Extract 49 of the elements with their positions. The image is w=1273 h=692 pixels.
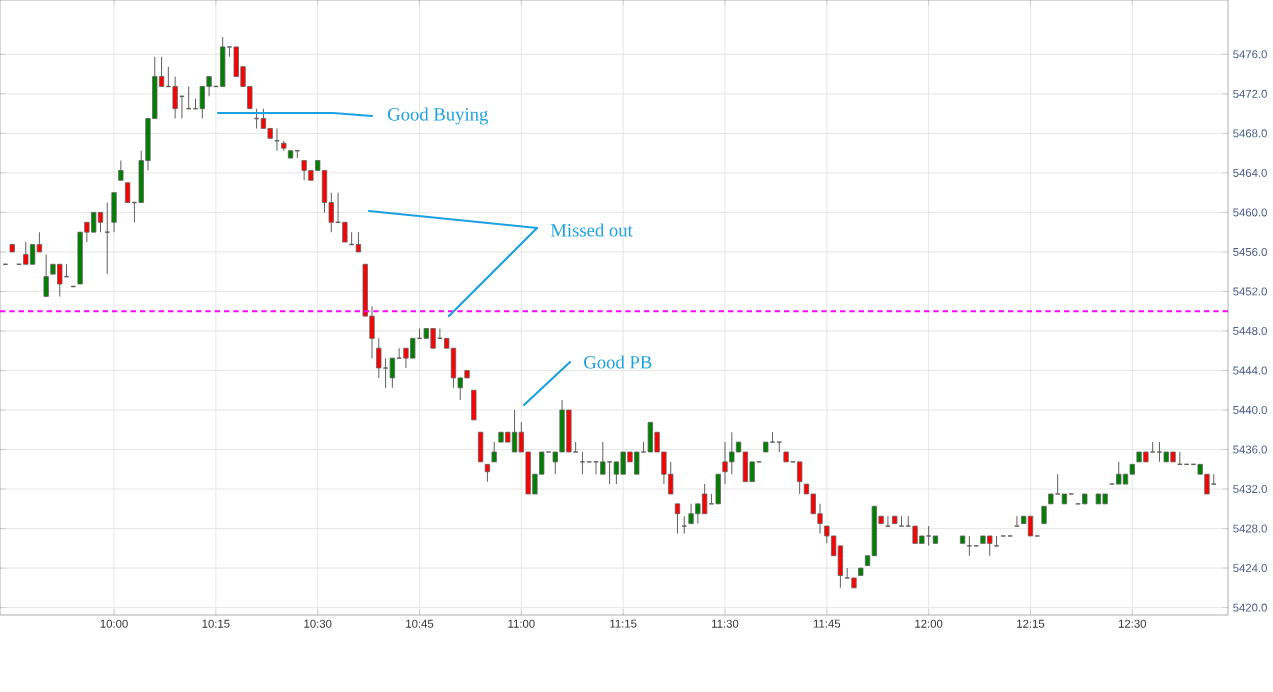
candlestick xyxy=(43,253,49,297)
candlestick xyxy=(993,535,1000,547)
y-tick-label: 5460.0 xyxy=(1233,208,1267,217)
y-tick-label: 5448.0 xyxy=(1233,326,1267,335)
y-tick-label: 5476.0 xyxy=(1233,50,1267,59)
candlestick xyxy=(593,461,599,475)
candlestick xyxy=(104,202,111,275)
x-tick-label: 10:15 xyxy=(202,619,230,628)
x-tick-label: 11:00 xyxy=(508,619,535,628)
candlestick xyxy=(844,567,851,579)
y-tick-label: 5440.0 xyxy=(1233,406,1267,415)
x-tick-label: 11:15 xyxy=(610,619,637,628)
y-tick-label: 5428.0 xyxy=(1233,524,1267,533)
y-tick-label: 5436.0 xyxy=(1233,445,1267,454)
y-tick-label: 5464.0 xyxy=(1233,168,1267,177)
annotation: Good PB xyxy=(584,355,652,369)
y-tick-label: 5468.0 xyxy=(1233,129,1267,138)
candlestick xyxy=(674,503,681,534)
candlestick xyxy=(898,515,905,527)
y-tick-label: 5452.0 xyxy=(1233,287,1267,296)
candlestick xyxy=(118,160,124,181)
candlestick xyxy=(273,127,280,152)
x-tick-label: 11:30 xyxy=(712,619,739,628)
candlestick xyxy=(396,347,403,359)
candlestick xyxy=(1210,473,1217,485)
y-tick-label: 5472.0 xyxy=(1233,89,1267,98)
y-tick-label: 5420.0 xyxy=(1233,603,1267,612)
y-tick-label: 5424.0 xyxy=(1233,564,1267,573)
candlestick xyxy=(579,451,586,475)
candlestick xyxy=(797,461,803,495)
x-tick-label: 10:00 xyxy=(100,619,128,628)
x-tick-label: 10:30 xyxy=(304,619,332,628)
annotation: Missed out xyxy=(550,223,633,237)
y-tick-label: 5444.0 xyxy=(1233,366,1267,375)
annotation: Good Buying xyxy=(387,107,488,125)
candlestick xyxy=(491,441,497,463)
x-tick-label: 10:45 xyxy=(406,619,434,628)
candlestick xyxy=(1013,515,1020,527)
x-tick-label: 12:15 xyxy=(1017,619,1045,628)
x-tick-label: 11:45 xyxy=(813,619,841,628)
y-tick-label: 5432.0 xyxy=(1233,485,1267,494)
x-tick-label: 12:30 xyxy=(1118,619,1147,628)
candlestick xyxy=(966,535,973,557)
candlestick xyxy=(884,515,891,527)
candlestick xyxy=(776,441,783,453)
candlestick xyxy=(355,231,362,253)
x-tick-label: 12:00 xyxy=(915,619,943,628)
candlestick xyxy=(342,221,348,243)
y-tick-label: 5456.0 xyxy=(1233,247,1267,256)
